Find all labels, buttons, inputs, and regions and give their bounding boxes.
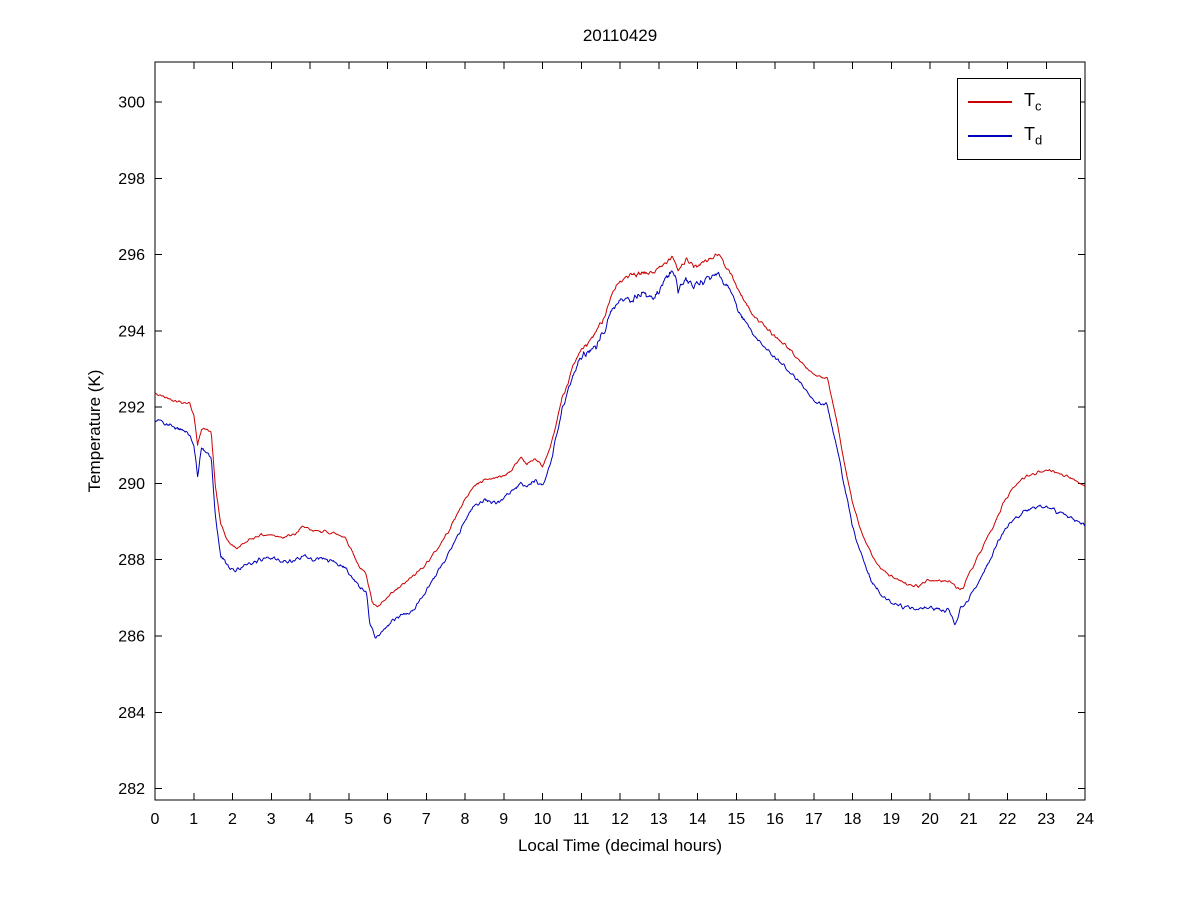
x-tick-label: 22 — [999, 811, 1017, 828]
x-tick-label: 1 — [189, 811, 198, 828]
x-tick-label: 17 — [805, 811, 823, 828]
x-tick-label: 19 — [882, 811, 900, 828]
x-axis-ticks — [154, 62, 1086, 800]
y-tick-label: 286 — [118, 629, 145, 646]
x-tick-label: 21 — [960, 811, 978, 828]
legend-label-td-main: T — [1024, 124, 1035, 145]
legend-label-tc-main: T — [1024, 90, 1035, 111]
x-tick-label: 0 — [151, 811, 160, 828]
legend: Tc Td — [957, 78, 1081, 160]
legend-label-tc: Tc — [1024, 90, 1042, 114]
legend-line-td — [968, 135, 1012, 137]
y-axis-label: Temperature (K) — [85, 369, 104, 493]
x-tick-label: 9 — [499, 811, 508, 828]
legend-entry-td: Td — [958, 124, 1080, 148]
x-tick-label: 3 — [267, 811, 276, 828]
x-tick-label: 20 — [921, 811, 939, 828]
x-tick-label: 23 — [1037, 811, 1055, 828]
y-axis-ticks — [155, 101, 1085, 790]
y-tick-labels: 282 284 286 288 290 292 294 296 298 300 — [118, 95, 145, 799]
y-tick-label: 290 — [118, 476, 145, 493]
series-line-t_d — [154, 270, 1086, 639]
legend-label-tc-sub: c — [1035, 98, 1042, 114]
series-line-t_c — [154, 253, 1086, 608]
legend-line-tc — [968, 101, 1012, 103]
y-tick-label: 288 — [118, 552, 145, 569]
y-tick-label: 300 — [118, 95, 145, 112]
x-tick-label: 2 — [228, 811, 237, 828]
x-tick-label: 7 — [422, 811, 431, 828]
axes-box — [154, 61, 1086, 801]
chart-title: 20110429 — [582, 26, 658, 45]
x-axis-label: Local Time (decimal hours) — [517, 836, 723, 855]
x-tick-label: 12 — [611, 811, 629, 828]
x-tick-label: 8 — [461, 811, 470, 828]
y-tick-label: 292 — [118, 400, 145, 417]
x-tick-label: 6 — [383, 811, 392, 828]
legend-entry-tc: Tc — [958, 90, 1080, 114]
y-tick-label: 294 — [118, 323, 145, 340]
legend-label-td-sub: d — [1035, 132, 1043, 148]
x-tick-label: 10 — [534, 811, 552, 828]
x-tick-label: 16 — [766, 811, 784, 828]
y-tick-label: 298 — [118, 171, 145, 188]
y-tick-label: 282 — [118, 781, 145, 798]
x-tick-label: 5 — [344, 811, 353, 828]
legend-label-td: Td — [1024, 124, 1042, 148]
x-tick-labels: 0 1 2 3 4 5 6 7 8 9 10 11 12 13 14 15 16 17 18 19 20 21 22 23 24 — [151, 811, 1094, 828]
x-tick-label: 13 — [650, 811, 668, 828]
x-tick-label: 11 — [573, 811, 590, 828]
x-tick-label: 18 — [844, 811, 862, 828]
x-tick-label: 15 — [727, 811, 745, 828]
y-tick-label: 296 — [118, 247, 145, 264]
x-tick-label: 14 — [689, 811, 707, 828]
x-tick-label: 24 — [1076, 811, 1094, 828]
y-tick-label: 284 — [118, 705, 145, 722]
x-tick-label: 4 — [306, 811, 315, 828]
